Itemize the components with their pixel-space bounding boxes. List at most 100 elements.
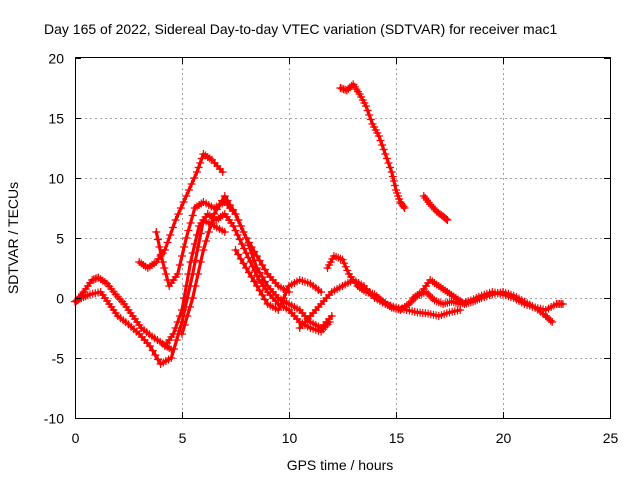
data-point: [175, 312, 184, 320]
data-point: [386, 163, 395, 172]
data-point: [157, 250, 166, 259]
data-point: [202, 237, 211, 245]
data-point: [247, 243, 256, 251]
data-point: [443, 216, 452, 224]
data-point: [239, 259, 248, 268]
data-point: [151, 351, 160, 359]
data-point: [246, 258, 255, 266]
data-point: [240, 244, 249, 253]
series-track-11: [336, 80, 409, 212]
data-point: [236, 222, 245, 230]
data-point: [174, 210, 183, 218]
data-point: [376, 136, 385, 145]
data-point: [366, 115, 375, 124]
x-tick-label: 20: [496, 430, 512, 446]
data-point: [233, 231, 242, 239]
data-point: [250, 277, 259, 286]
data-point: [212, 205, 221, 214]
data-point: [218, 168, 227, 176]
data-point: [180, 321, 189, 329]
y-tick-label: 15: [48, 111, 64, 127]
x-axis-label: GPS time / hours: [287, 457, 394, 473]
data-point: [234, 250, 243, 259]
data-point: [247, 273, 256, 281]
data-point: [190, 174, 199, 182]
data-point: [235, 235, 244, 244]
data-point: [193, 168, 201, 176]
data-point: [363, 106, 372, 115]
data-point: [191, 256, 200, 265]
data-point: [220, 192, 229, 200]
data-point: [215, 201, 224, 209]
data-point: [378, 141, 387, 149]
data-point: [180, 294, 189, 302]
y-axis-label: SDTVAR / TECUs: [5, 182, 21, 294]
data-point: [242, 234, 251, 242]
y-tick-label: -10: [44, 411, 64, 427]
data-point: [167, 345, 176, 354]
data-point: [175, 261, 184, 269]
data-point: [274, 306, 283, 314]
data-point: [223, 196, 232, 205]
x-tick-label: 25: [603, 430, 619, 446]
data-point: [242, 249, 251, 257]
data-point: [382, 154, 391, 163]
series-track-7: [231, 246, 326, 314]
data-point: [546, 316, 555, 325]
y-tick-label: 5: [56, 231, 64, 247]
data-point: [153, 235, 162, 244]
data-point: [242, 264, 251, 272]
data-point: [252, 252, 261, 260]
data-point: [178, 252, 186, 260]
data-point: [171, 324, 180, 332]
data-point: [210, 210, 219, 218]
data-point: [399, 202, 408, 211]
data-point: [258, 261, 267, 269]
data-point: [381, 150, 390, 158]
data-point: [365, 111, 374, 119]
data-point: [343, 266, 352, 275]
data-point: [186, 258, 195, 266]
data-point: [194, 163, 203, 172]
y-tick-label: -5: [52, 351, 65, 367]
data-point: [389, 177, 398, 185]
data-point: [145, 342, 154, 350]
data-point: [188, 294, 197, 302]
data-point: [282, 288, 291, 296]
data-point: [167, 354, 176, 362]
y-tick-label: 10: [48, 171, 64, 187]
grid-layer: [75, 58, 610, 418]
data-point: [176, 204, 185, 212]
data-point: [191, 282, 200, 290]
data-point: [279, 294, 288, 302]
series-track-2: [73, 273, 176, 354]
data-point: [260, 277, 269, 286]
x-tick-label: 5: [179, 430, 187, 446]
data-point: [427, 202, 436, 211]
data-point: [231, 246, 240, 254]
data-point: [186, 219, 195, 227]
y-tick-label: 0: [56, 291, 64, 307]
data-point: [207, 219, 216, 227]
data-point: [190, 240, 199, 248]
data-point: [204, 228, 213, 236]
data-point: [456, 306, 465, 314]
data-point: [340, 259, 349, 268]
data-point: [374, 132, 383, 140]
data-point: [160, 246, 169, 254]
data-point: [390, 181, 399, 190]
data-point: [255, 256, 264, 265]
data-point: [258, 291, 267, 299]
axis-layer: 0 5 10 15 20 25 -10 -5 0 5 10 15 20: [44, 51, 619, 447]
data-point: [231, 226, 240, 235]
data-point: [178, 306, 186, 314]
data-point: [185, 186, 193, 194]
data-point: [194, 270, 203, 278]
data-point: [199, 246, 208, 254]
data-point: [160, 264, 169, 272]
data-point: [362, 102, 370, 110]
data-point: [387, 168, 396, 176]
data-point: [161, 270, 170, 278]
data-point: [153, 355, 162, 364]
